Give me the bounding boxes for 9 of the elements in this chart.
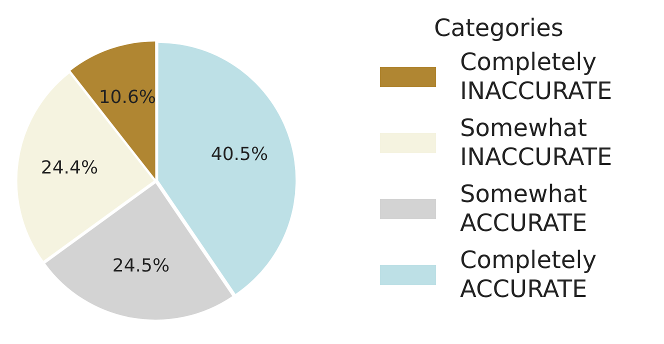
legend-title: Categories <box>434 14 564 42</box>
data-label: 24.5% <box>112 256 170 277</box>
legend-label: Somewhat ACCURATE <box>460 180 588 238</box>
legend-label: Somewhat INACCURATE <box>460 114 614 172</box>
data-label: 24.4% <box>40 158 98 179</box>
data-label: 10.6% <box>98 87 156 108</box>
legend-label: Completely ACCURATE <box>460 246 598 304</box>
legend-label: Completely INACCURATE <box>460 48 614 106</box>
data-label: 40.5% <box>210 144 268 165</box>
